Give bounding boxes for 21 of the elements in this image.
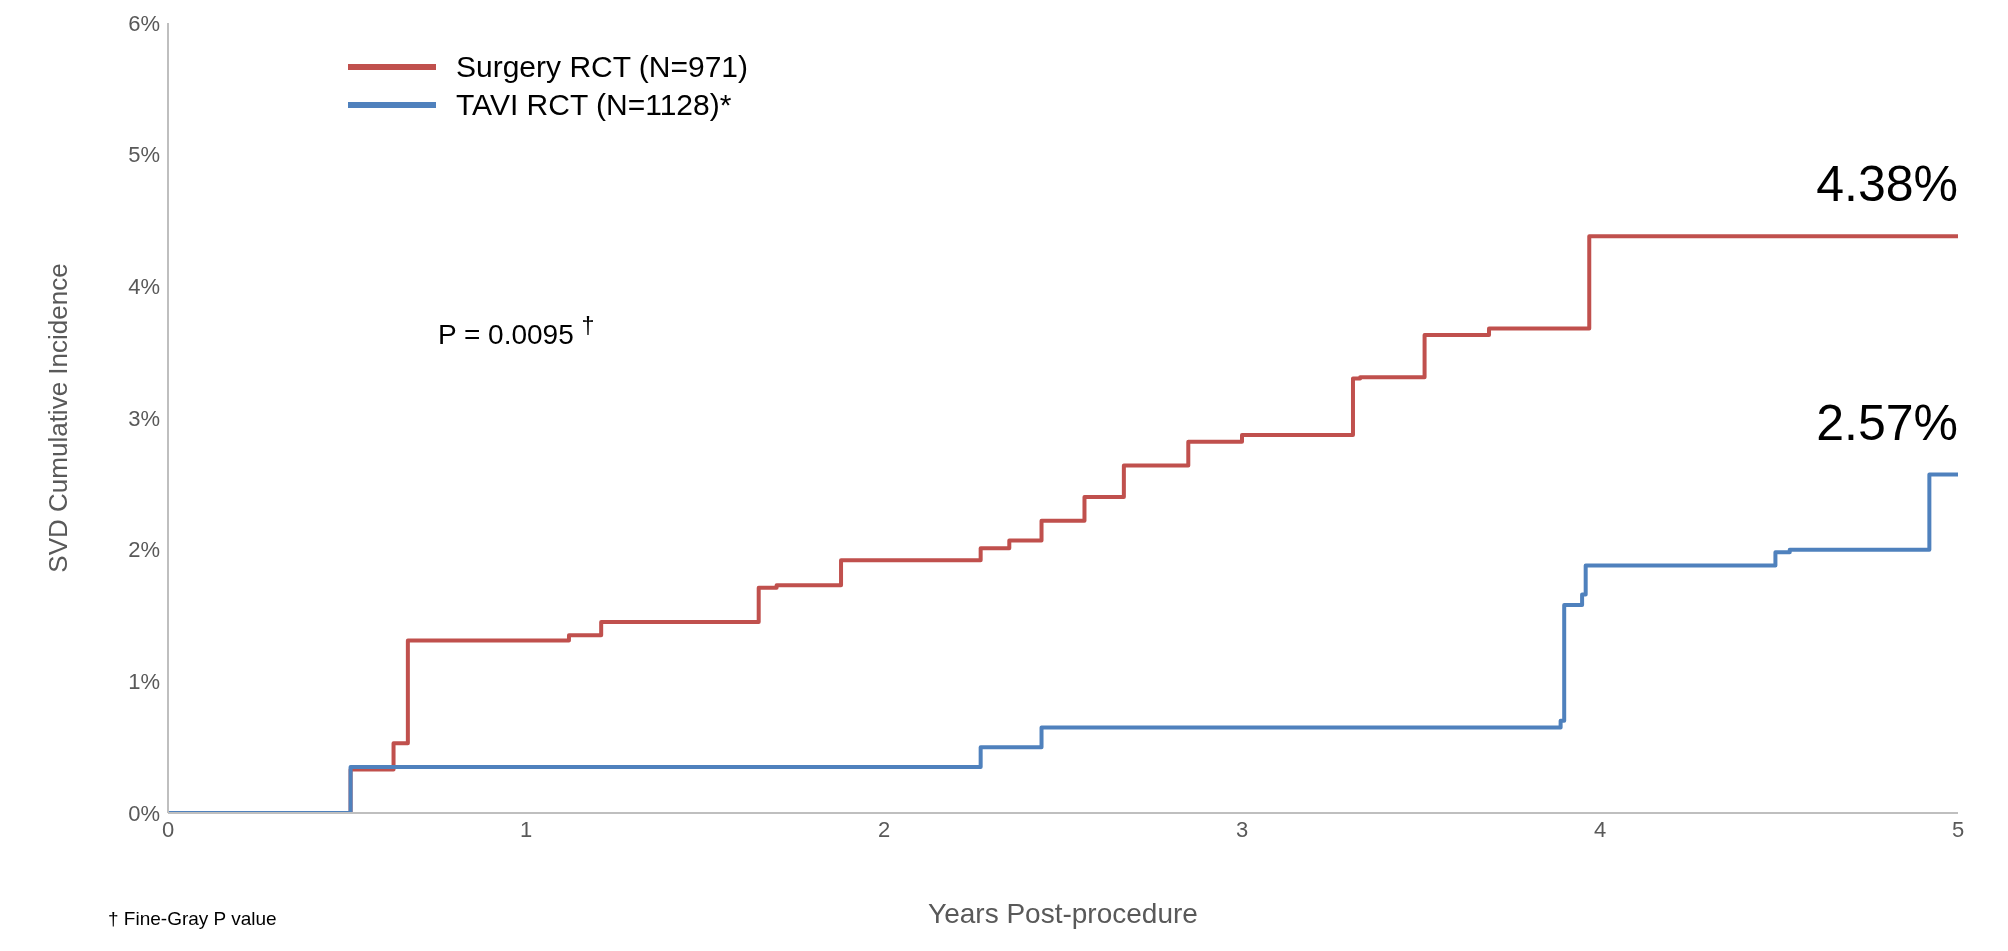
y-tick-label: 1% bbox=[128, 669, 160, 695]
annotation: 4.38% bbox=[1816, 156, 1958, 213]
y-tick-label: 6% bbox=[128, 10, 160, 36]
legend-label: TAVI RCT (N=1128)* bbox=[456, 88, 732, 122]
legend-label: Surgery RCT (N=971) bbox=[456, 50, 749, 84]
y-tick-label: 2% bbox=[128, 537, 160, 563]
y-tick-label: 5% bbox=[128, 142, 160, 168]
x-tick-label: 4 bbox=[1593, 816, 1607, 842]
x-axis-title: Years Post-procedure bbox=[928, 898, 1198, 929]
x-tick-label: 2 bbox=[877, 816, 891, 842]
annotation: 2.57% bbox=[1816, 394, 1958, 451]
y-tick-label: 0% bbox=[128, 800, 160, 826]
text: † Fine-Gray P value bbox=[108, 908, 277, 930]
y-tick-label: 3% bbox=[128, 405, 160, 431]
y-tick-label: 4% bbox=[128, 274, 160, 300]
x-tick-label: 5 bbox=[1951, 816, 1965, 842]
annotation: P = 0.0095 $^{†}$ bbox=[438, 313, 595, 352]
x-tick-label: 0 bbox=[161, 816, 175, 842]
x-tick-label: 1 bbox=[519, 816, 533, 842]
x-tick-label: 3 bbox=[1235, 816, 1249, 842]
y-axis-title: SVD Cumulative Incidence bbox=[43, 263, 74, 573]
